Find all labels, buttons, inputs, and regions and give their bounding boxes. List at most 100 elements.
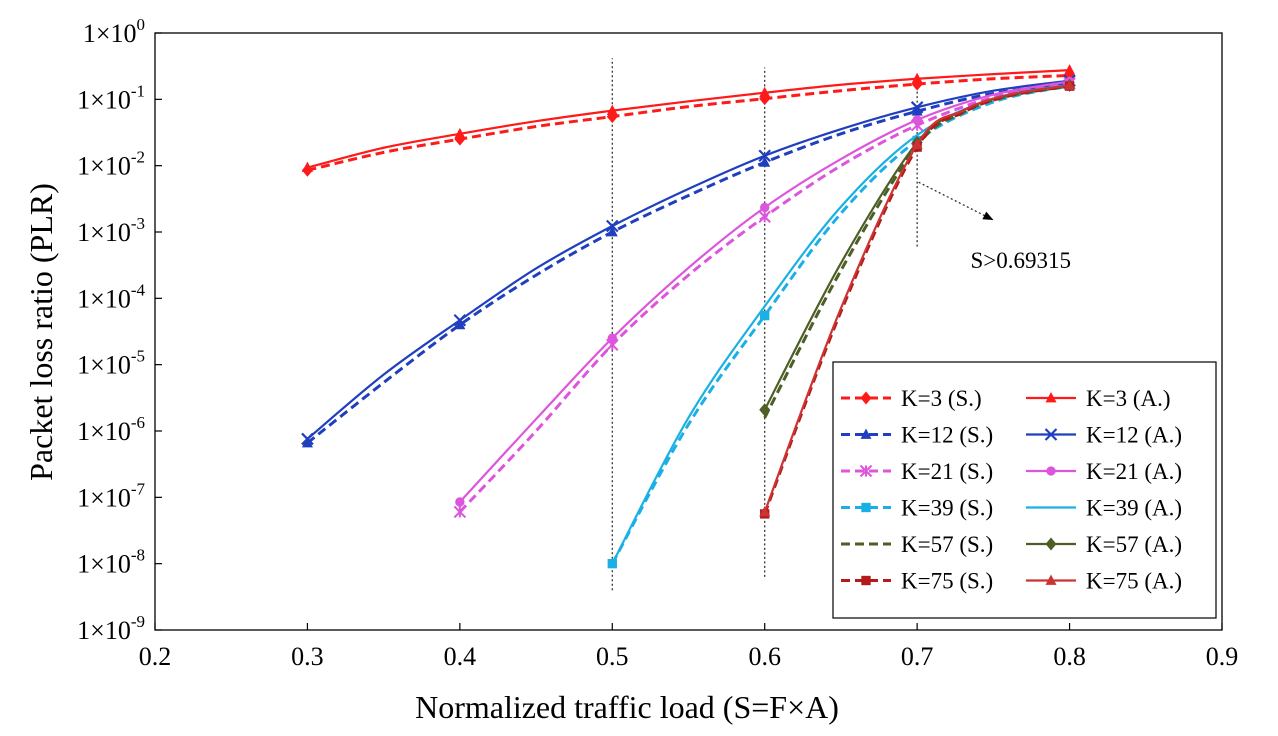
series-k-3-s bbox=[301, 68, 1076, 177]
series-k-21-a bbox=[455, 76, 1075, 507]
annotation-arrow-line bbox=[918, 181, 994, 221]
data-point bbox=[758, 210, 771, 223]
data-point bbox=[861, 575, 871, 586]
series-line bbox=[306, 81, 1070, 445]
series-k-21-s bbox=[453, 77, 1076, 519]
data-point bbox=[454, 318, 466, 330]
y-tick-label: 1×10-2 bbox=[77, 148, 145, 181]
series-line bbox=[306, 79, 1070, 440]
data-point bbox=[453, 313, 467, 327]
data-point bbox=[1064, 79, 1076, 90]
x-tick-label: 0.3 bbox=[291, 642, 324, 671]
data-point bbox=[911, 72, 923, 84]
data-point bbox=[861, 502, 871, 513]
data-point bbox=[301, 432, 314, 446]
data-point bbox=[1046, 466, 1056, 476]
data-point bbox=[606, 104, 618, 116]
legend-label: K=39 (A.) bbox=[1086, 496, 1182, 521]
series-line bbox=[307, 73, 1070, 172]
data-point bbox=[1044, 428, 1058, 441]
annotation-label: S>0.69315 bbox=[970, 248, 1071, 273]
legend-entry: K=39 (S.) bbox=[841, 496, 993, 521]
data-point bbox=[759, 156, 771, 167]
legend-box bbox=[832, 361, 1217, 619]
data-point bbox=[759, 505, 771, 517]
data-point bbox=[759, 86, 771, 98]
series-k-75-a bbox=[759, 79, 1076, 517]
y-tick-label: 1×10-9 bbox=[77, 612, 145, 645]
series-line bbox=[307, 69, 1070, 169]
y-tick-label: 1×100 bbox=[83, 15, 145, 48]
legend-label: K=57 (A.) bbox=[1086, 532, 1182, 557]
series-k-3-a bbox=[301, 64, 1076, 173]
legend-entry: K=3 (A.) bbox=[1026, 386, 1171, 411]
series-layer bbox=[301, 64, 1076, 569]
data-point bbox=[301, 436, 313, 448]
x-axis-title: Normalized traffic load (S=F×A) bbox=[415, 689, 839, 725]
x-tick-label: 0.4 bbox=[444, 642, 477, 671]
y-axis-title: Packet loss ratio (PLR) bbox=[23, 183, 59, 481]
legend-entry: K=75 (A.) bbox=[1026, 569, 1182, 594]
series-line bbox=[458, 81, 1070, 513]
x-tick-label: 0.9 bbox=[1206, 642, 1239, 671]
legend-label: K=12 (S.) bbox=[901, 423, 993, 448]
legend-entry: K=57 (A.) bbox=[1026, 532, 1182, 557]
x-tick-label: 0.5 bbox=[596, 642, 629, 671]
data-point bbox=[1064, 64, 1076, 75]
legend-label: K=21 (A.) bbox=[1086, 459, 1182, 484]
legend-entry: K=75 (S.) bbox=[841, 569, 993, 594]
legend-label: K=39 (S.) bbox=[901, 496, 993, 521]
legend-entry: K=39 (A.) bbox=[1026, 496, 1182, 521]
data-point bbox=[606, 219, 619, 233]
legend-entry: K=12 (A.) bbox=[1026, 423, 1182, 448]
legend-label: K=3 (A.) bbox=[1086, 386, 1171, 411]
data-point bbox=[911, 105, 923, 116]
data-point bbox=[1045, 537, 1057, 551]
data-point bbox=[606, 226, 618, 237]
y-tick-label: 1×10-4 bbox=[77, 280, 145, 313]
data-point bbox=[912, 115, 922, 125]
data-point bbox=[911, 138, 923, 149]
x-tick-label: 0.2 bbox=[139, 642, 172, 671]
data-point bbox=[760, 202, 770, 213]
legend-entry: K=21 (A.) bbox=[1026, 459, 1182, 484]
legend-label: K=57 (S.) bbox=[901, 532, 993, 557]
legend-label: K=3 (S.) bbox=[901, 386, 982, 411]
y-tick-label: 1×10-1 bbox=[77, 81, 145, 114]
data-point bbox=[859, 464, 873, 478]
plot-frame bbox=[154, 32, 1223, 631]
data-point bbox=[455, 497, 465, 507]
data-point bbox=[758, 149, 771, 162]
data-point bbox=[860, 428, 872, 439]
legend-label: K=75 (S.) bbox=[901, 569, 993, 594]
legend-label: K=21 (S.) bbox=[901, 459, 993, 484]
data-point bbox=[607, 333, 617, 343]
series-line bbox=[610, 84, 1070, 565]
y-tick-label: 1×10-7 bbox=[77, 479, 145, 512]
legend: K=3 (S.) K=3 (A.) K=12 (S.) K=12 (A.) K=21 (… bbox=[832, 361, 1217, 619]
data-point bbox=[301, 161, 313, 173]
y-tick-label: 1×10-5 bbox=[77, 347, 145, 380]
legend-entry: K=21 (S.) bbox=[841, 459, 993, 484]
y-tick-label: 1×10-8 bbox=[77, 546, 145, 579]
data-point bbox=[860, 391, 872, 405]
data-point bbox=[760, 310, 770, 321]
series-line bbox=[459, 80, 1070, 503]
annotation-arrowhead bbox=[982, 211, 994, 221]
x-tick-label: 0.7 bbox=[901, 642, 934, 671]
y-tick-label: 1×10-3 bbox=[77, 214, 145, 247]
data-point bbox=[1045, 392, 1057, 403]
legend-label: K=75 (A.) bbox=[1086, 569, 1182, 594]
legend-label: K=12 (A.) bbox=[1086, 423, 1182, 448]
axis-ticks: 0.2 0.3 0.4 0.5 0.6 0.7 0.8 0.9 1×100 1×10-1 1×10-… bbox=[77, 15, 1238, 671]
legend-entry: K=3 (S.) bbox=[841, 386, 982, 411]
legend-entry: K=57 (S.) bbox=[841, 532, 993, 557]
annotation: S>0.69315 bbox=[918, 181, 1071, 273]
data-point bbox=[453, 505, 467, 519]
data-point bbox=[1045, 574, 1057, 585]
data-point bbox=[759, 403, 771, 417]
data-point bbox=[910, 101, 924, 114]
y-tick-label: 1×10-6 bbox=[77, 413, 145, 446]
x-tick-label: 0.6 bbox=[748, 642, 781, 671]
